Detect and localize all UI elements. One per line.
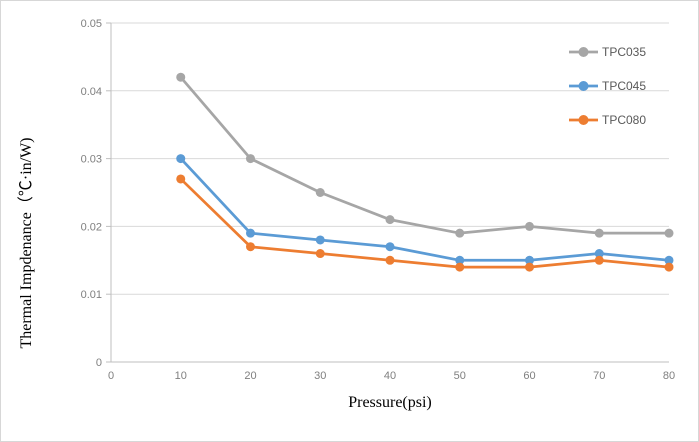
series-group — [176, 72, 674, 272]
legend-item-tpc080: TPC080 — [569, 113, 646, 127]
data-point-tpc045 — [385, 242, 395, 252]
x-tick-label: 10 — [175, 370, 187, 382]
series-line-tpc035 — [179, 75, 671, 235]
x-tick-label: 50 — [454, 370, 466, 382]
data-point-tpc080 — [664, 262, 674, 272]
x-axis-title: Pressure(psi) — [348, 394, 432, 411]
series-line-tpc045 — [179, 157, 671, 262]
legend-circle-marker — [578, 115, 589, 125]
axes-group: 0 0.01 0.02 0.03 0.04 0.05 0 10 20 30 40 50 60 70 80 — [81, 18, 676, 382]
x-tick-label: 80 — [663, 370, 675, 382]
legend-label: TPC080 — [602, 113, 646, 127]
data-point-tpc035 — [315, 188, 325, 197]
y-tick-label: 0 — [96, 357, 102, 369]
y-axis-title: Thermal Impdenance（℃·in/W) — [17, 137, 35, 348]
data-point-tpc045 — [664, 255, 674, 265]
data-point-tpc080 — [594, 255, 604, 265]
legend-group: TPC035 TPC045 TPC080 — [569, 45, 646, 127]
data-point-tpc045 — [315, 235, 325, 245]
x-tick-label: 0 — [108, 370, 114, 382]
data-point-tpc080 — [455, 262, 465, 272]
data-point-tpc045 — [525, 255, 534, 265]
y-tick-label: 0.02 — [81, 221, 102, 233]
y-tick-label: 0.04 — [81, 86, 102, 98]
data-point-tpc080 — [246, 242, 255, 252]
data-point-tpc080 — [525, 262, 534, 272]
data-point-tpc045 — [176, 154, 186, 164]
gridlines-group — [111, 22, 669, 295]
data-point-tpc045 — [594, 249, 604, 259]
data-point-tpc045 — [246, 228, 255, 238]
data-point-tpc035 — [455, 228, 465, 238]
data-point-tpc035 — [246, 154, 255, 164]
legend-circle-marker — [578, 81, 589, 91]
data-point-tpc080 — [315, 249, 325, 259]
data-point-tpc045 — [455, 255, 465, 265]
legend-item-tpc035: TPC035 — [569, 45, 646, 59]
x-tick-label: 70 — [593, 370, 605, 382]
y-tick-label: 0.05 — [81, 18, 102, 30]
legend-item-tpc045: TPC045 — [569, 79, 646, 93]
data-point-tpc035 — [594, 228, 604, 238]
data-point-tpc080 — [176, 174, 186, 184]
y-tick-label: 0.01 — [81, 289, 102, 301]
y-tick-label: 0.03 — [81, 154, 102, 166]
legend-label: TPC045 — [602, 79, 646, 93]
legend-label: TPC035 — [602, 45, 646, 59]
data-point-tpc035 — [664, 228, 674, 238]
series-line-tpc080 — [179, 177, 671, 269]
x-tick-label: 20 — [244, 370, 256, 382]
legend-circle-marker — [578, 47, 589, 57]
data-point-tpc080 — [385, 255, 395, 265]
x-tick-label: 30 — [314, 370, 326, 382]
data-point-tpc035 — [525, 221, 534, 231]
data-point-tpc035 — [176, 72, 186, 82]
x-tick-label: 60 — [523, 370, 535, 382]
data-point-tpc035 — [385, 215, 395, 225]
x-tick-label: 40 — [384, 370, 396, 382]
